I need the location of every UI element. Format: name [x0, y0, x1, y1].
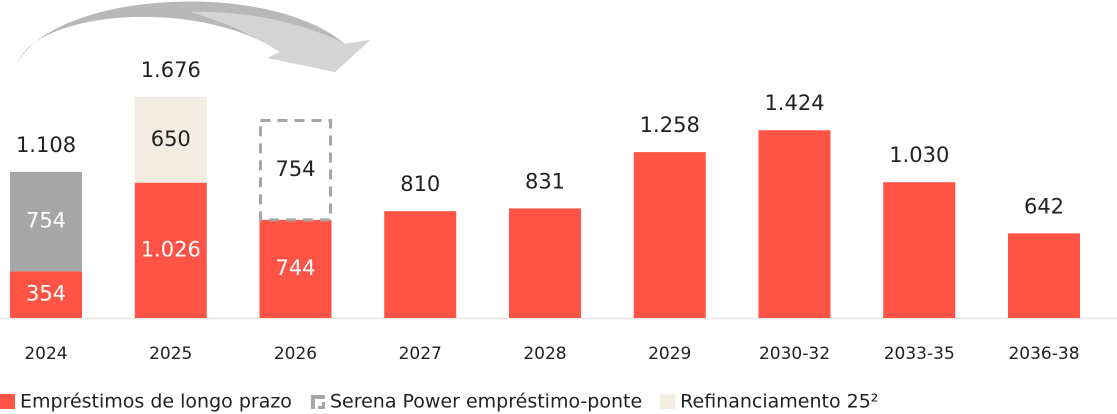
- x-tick-label: 2027: [399, 344, 442, 364]
- value-label: 1.258: [640, 113, 700, 137]
- value-label: 754: [275, 157, 315, 181]
- x-tick-label: 2024: [24, 344, 67, 364]
- value-label: 744: [275, 256, 315, 280]
- value-label: 810: [400, 172, 440, 196]
- x-tick-label: 2025: [149, 344, 192, 364]
- bar-segment: [633, 152, 706, 318]
- legend-swatch: [0, 394, 15, 409]
- total-label: 1.108: [16, 133, 76, 157]
- arrow-head: [190, 11, 370, 72]
- value-label: 1.424: [764, 91, 824, 115]
- x-tick-label: 2036-38: [1008, 344, 1079, 364]
- x-tick-label: 2029: [648, 344, 691, 364]
- x-tick-label: 2033-35: [884, 344, 955, 364]
- bar-segment: [758, 130, 831, 318]
- value-label: 1.030: [889, 143, 949, 167]
- bar-segment: [10, 271, 82, 318]
- x-tick-label: 2030-32: [759, 344, 830, 364]
- bar-segment: [509, 208, 581, 318]
- total-label: 1.676: [141, 58, 201, 82]
- legend-label: Empréstimos de longo prazo: [20, 391, 292, 413]
- bar-segment: [134, 97, 207, 183]
- x-tick-label: 2026: [274, 344, 317, 364]
- value-label: 831: [525, 169, 565, 193]
- bar-segment: [134, 182, 207, 318]
- value-label: 642: [1024, 194, 1064, 218]
- bar-segment: [259, 118, 332, 222]
- value-label: 1.026: [141, 237, 201, 261]
- value-label: 354: [26, 282, 66, 306]
- bar-segment: [883, 182, 956, 318]
- value-label: 754: [26, 209, 66, 233]
- legend-swatch: [310, 395, 325, 409]
- bar-segment: [10, 171, 82, 272]
- legend-label: Refinanciamento 25²: [680, 391, 878, 413]
- bar-segment: [384, 211, 457, 318]
- value-label: 650: [151, 127, 191, 151]
- legend-label: Serena Power empréstimo-ponte: [330, 391, 642, 413]
- legend-swatch: [660, 394, 676, 409]
- bar-segment: [1008, 233, 1080, 318]
- x-tick-label: 2028: [523, 344, 566, 364]
- bar-segment: [259, 219, 332, 318]
